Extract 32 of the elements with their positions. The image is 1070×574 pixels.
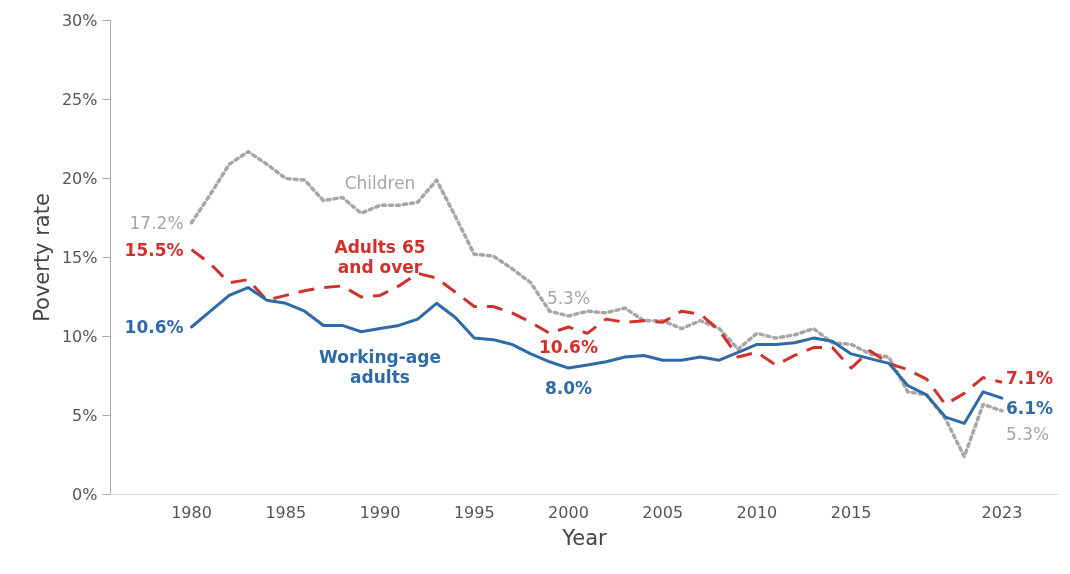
annotation: 6.1% xyxy=(1005,398,1054,419)
annotation: 10.6% xyxy=(124,317,184,338)
y-tick-label: 25% xyxy=(61,90,98,109)
line-series xyxy=(190,286,1004,425)
y-tick-label: 10% xyxy=(61,327,98,346)
series-label: Working-age adults xyxy=(319,346,441,387)
annotation: 7.1% xyxy=(1005,368,1054,389)
annotation: 15.5% xyxy=(124,239,184,260)
x-tick-label: 1995 xyxy=(453,502,495,522)
y-tick-label: 20% xyxy=(61,169,98,188)
y-tick-label: 0% xyxy=(72,485,98,504)
annotation: 5.3% xyxy=(546,287,591,308)
y-tick-label: 5% xyxy=(72,406,98,425)
x-tick-label: 1980 xyxy=(171,502,212,522)
y-tick-label: 15% xyxy=(61,248,98,267)
annotation: 5.3% xyxy=(1005,424,1050,445)
x-tick-label: 2000 xyxy=(548,502,589,522)
x-tick-label: 2015 xyxy=(830,502,872,522)
x-tick-label: 2023 xyxy=(981,502,1023,522)
series-label: Adults 65 and over xyxy=(334,237,426,278)
x-tick-label: 1985 xyxy=(265,502,307,522)
y-axis-title: Poverty rate xyxy=(29,193,54,322)
annotation: 17.2% xyxy=(129,212,184,233)
line-series xyxy=(189,149,1004,459)
series-label: Children xyxy=(344,173,416,194)
x-tick-label: 2005 xyxy=(642,502,684,522)
x-axis-title: Year xyxy=(561,525,608,550)
x-tick-label: 2010 xyxy=(736,502,778,522)
annotation: 8.0% xyxy=(544,378,593,399)
x-tick-label: 1990 xyxy=(359,502,401,522)
annotation: 10.6% xyxy=(538,337,598,358)
y-tick-label: 30% xyxy=(61,11,98,30)
